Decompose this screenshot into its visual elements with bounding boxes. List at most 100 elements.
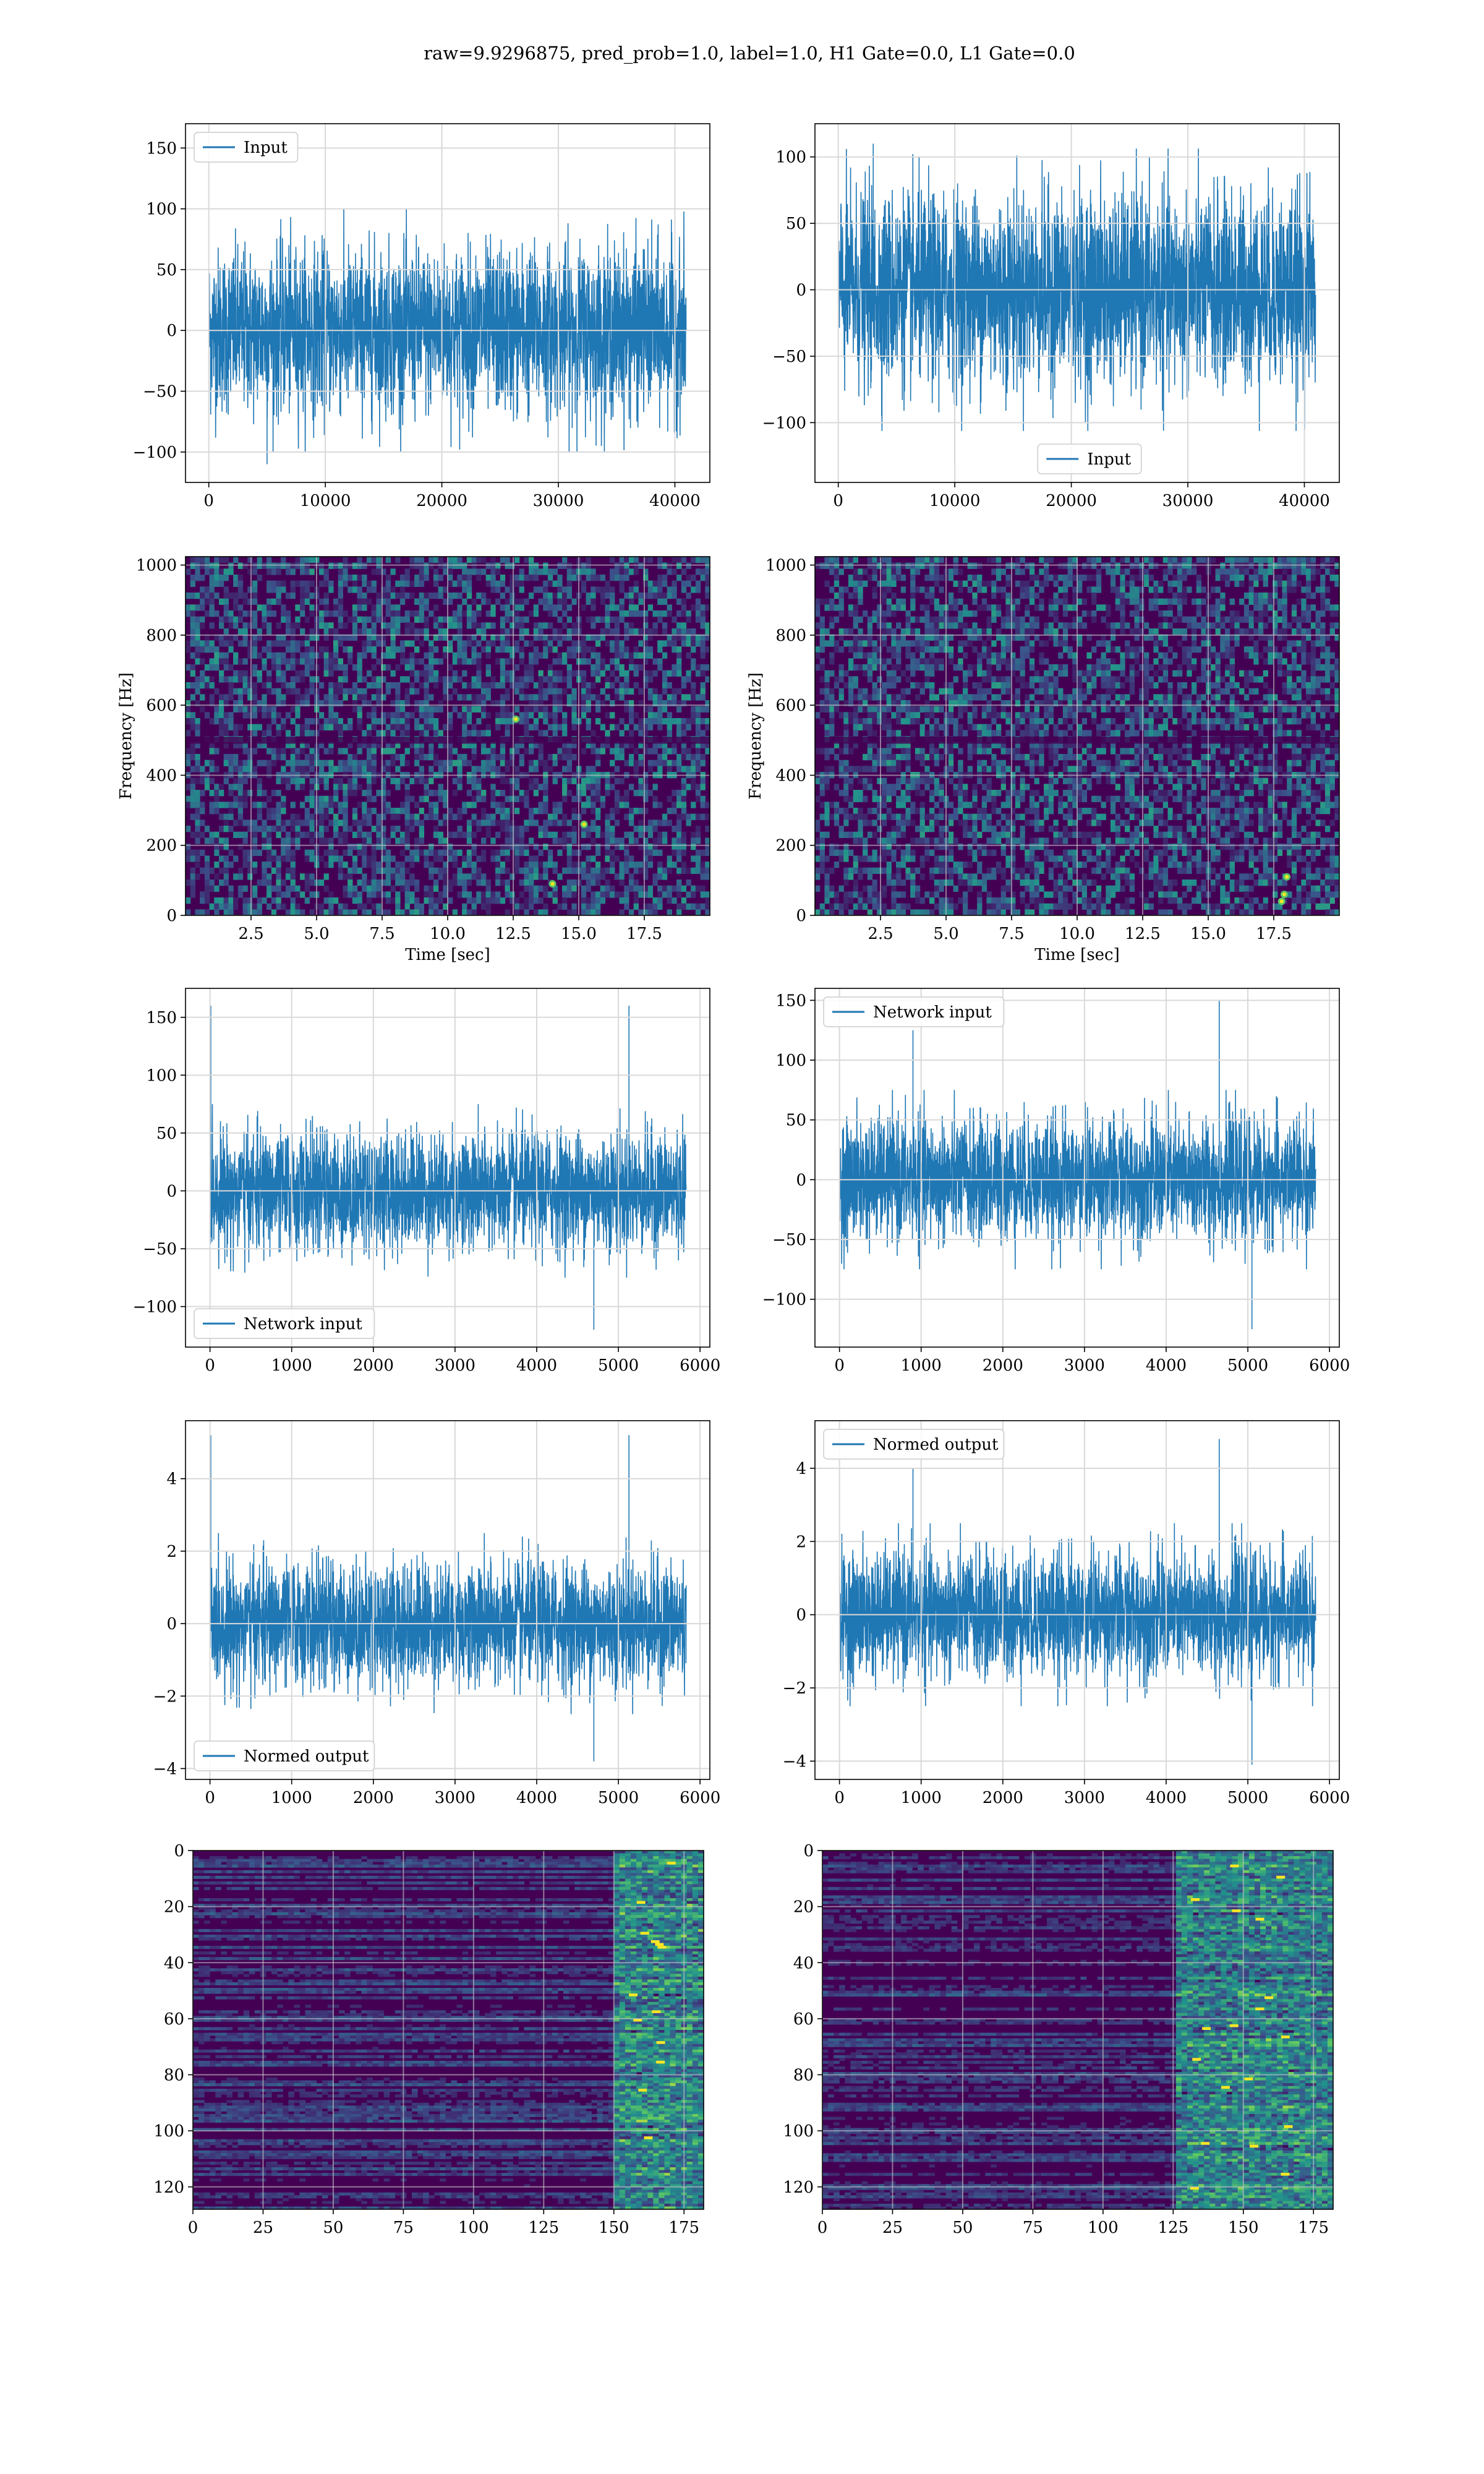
heatmap-cell xyxy=(853,724,858,730)
heatmap-cell xyxy=(252,706,258,713)
y-tick-label: −50 xyxy=(143,383,177,401)
heatmap-cell xyxy=(433,813,439,820)
heatmap-cell xyxy=(819,700,825,707)
heatmap-cell xyxy=(815,604,821,611)
heatmap-cell xyxy=(571,837,577,844)
heatmap-cell xyxy=(300,748,305,755)
heatmap-cell xyxy=(237,790,244,797)
heatmap-cell xyxy=(824,754,830,761)
heatmap-cell xyxy=(652,700,658,707)
heatmap-cell xyxy=(905,610,911,617)
heatmap-cell xyxy=(233,598,239,605)
heatmap-cell xyxy=(581,831,587,838)
heatmap-cell xyxy=(338,862,343,868)
heatmap-cell xyxy=(538,909,544,915)
heatmap-cell xyxy=(438,575,443,581)
heatmap-cell xyxy=(480,598,487,605)
heatmap-cell xyxy=(643,634,649,641)
heatmap-cell xyxy=(848,628,854,635)
heatmap-cell xyxy=(218,700,224,707)
heatmap-cell xyxy=(691,628,696,635)
heatmap-cell xyxy=(267,891,272,898)
heatmap-cell xyxy=(295,706,301,713)
heatmap-cell xyxy=(218,622,224,629)
heatmap-cell xyxy=(858,873,863,880)
heatmap-cell xyxy=(338,909,343,915)
heatmap-cell xyxy=(338,808,343,815)
heatmap-cell xyxy=(385,598,391,605)
heatmap-cell xyxy=(338,676,343,683)
heatmap-cell xyxy=(624,682,629,689)
heatmap-cell xyxy=(676,790,682,797)
heatmap-cell xyxy=(571,622,577,629)
heatmap-cell xyxy=(357,903,362,910)
heatmap-cell xyxy=(900,795,906,802)
heatmap-cell xyxy=(695,742,701,748)
heatmap-cell xyxy=(924,891,930,898)
heatmap-cell xyxy=(547,610,553,617)
heatmap-cell xyxy=(295,640,301,647)
heatmap-cell xyxy=(448,580,453,587)
heatmap-cell xyxy=(295,688,301,695)
heatmap-cell xyxy=(480,634,487,641)
heatmap-cell xyxy=(466,742,472,748)
heatmap-cell xyxy=(218,790,224,797)
heatmap-cell xyxy=(652,909,658,915)
heatmap-cell xyxy=(390,742,396,748)
heatmap-cell xyxy=(457,849,463,856)
heatmap-cell xyxy=(934,880,940,886)
heatmap-cell xyxy=(214,568,220,575)
heatmap-cell xyxy=(700,664,706,671)
heatmap-cell xyxy=(619,610,625,617)
heatmap-cell xyxy=(414,742,420,748)
heatmap-cell xyxy=(338,903,343,910)
heatmap-cell xyxy=(533,622,539,629)
heatmap-cell xyxy=(533,700,539,707)
heatmap-cell xyxy=(247,855,253,862)
heatmap-cell xyxy=(510,754,515,761)
heatmap-cell xyxy=(223,575,229,581)
heatmap-cell xyxy=(390,628,396,635)
heatmap-cell xyxy=(867,855,873,862)
heatmap-cell xyxy=(338,568,343,575)
heatmap-cell xyxy=(505,820,510,826)
heatmap-cell xyxy=(929,867,935,874)
heatmap-cell xyxy=(362,688,367,695)
heatmap-cell xyxy=(643,593,649,599)
heatmap-cell xyxy=(414,813,420,820)
heatmap-cell xyxy=(853,730,858,737)
heatmap-cell xyxy=(352,688,358,695)
heatmap-cell xyxy=(681,628,687,635)
heatmap-cell xyxy=(195,795,200,802)
heatmap-cell xyxy=(333,640,339,647)
heatmap-cell xyxy=(633,790,639,797)
heatmap-cell xyxy=(362,849,367,856)
heatmap-cell xyxy=(843,628,849,635)
heatmap-cell xyxy=(357,820,362,826)
heatmap-cell xyxy=(333,802,339,808)
heatmap-cell xyxy=(233,700,239,707)
heatmap-cell xyxy=(371,580,377,587)
heatmap-cell xyxy=(366,748,372,755)
heatmap-cell xyxy=(519,580,524,587)
heatmap-cell xyxy=(624,688,629,695)
heatmap-cell xyxy=(242,820,248,826)
heatmap-cell xyxy=(824,808,830,815)
heatmap-cell xyxy=(910,873,916,880)
heatmap-cell xyxy=(381,855,386,862)
heatmap-cell xyxy=(505,628,510,635)
heatmap-cell xyxy=(343,724,348,730)
heatmap-cell xyxy=(863,754,868,761)
heatmap-cell xyxy=(281,837,286,844)
heatmap-cell xyxy=(905,873,911,880)
heatmap-cell xyxy=(543,593,548,599)
heatmap-cell xyxy=(853,706,858,713)
heatmap-cell xyxy=(705,813,710,820)
heatmap-cell xyxy=(896,700,902,707)
heatmap-cell xyxy=(939,808,944,815)
heatmap-cell xyxy=(433,622,439,629)
heatmap-cell xyxy=(419,837,425,844)
heatmap-cell xyxy=(419,748,425,755)
heatmap-cell xyxy=(867,831,873,838)
heatmap-cell xyxy=(204,837,210,844)
